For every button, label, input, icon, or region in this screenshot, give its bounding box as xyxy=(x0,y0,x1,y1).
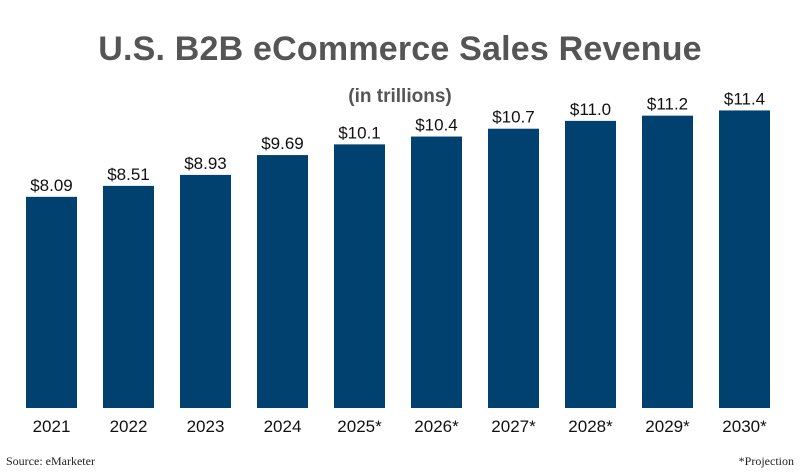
value-label-2028: $11.0 xyxy=(570,100,611,119)
bar-2025 xyxy=(334,144,385,409)
x-tick-label-2025: 2025* xyxy=(337,417,382,436)
value-label-2027: $10.7 xyxy=(492,108,535,127)
bar-2021 xyxy=(26,196,77,408)
value-label-2029: $11.2 xyxy=(647,95,688,114)
value-label-2021: $8.09 xyxy=(30,176,73,195)
bar-2027 xyxy=(488,128,539,409)
value-label-2023: $8.93 xyxy=(184,154,227,173)
x-tick-label-2029: 2029* xyxy=(645,417,690,436)
bar-2026 xyxy=(411,136,462,409)
x-tick-label-2022: 2022 xyxy=(110,417,148,436)
bars-group xyxy=(26,110,770,409)
x-tick-label-2027: 2027* xyxy=(491,417,536,436)
bar-2023 xyxy=(180,174,231,408)
bar-2028 xyxy=(565,120,616,409)
x-tick-label-2026: 2026* xyxy=(414,417,459,436)
bar-2022 xyxy=(103,185,154,408)
value-labels-group: $8.09 $8.51 $8.93 $9.69 $10.1 $10.4 $10.7 $11.0… xyxy=(30,89,765,194)
chart-subtitle: (in trillions) xyxy=(348,86,452,107)
chart-title: U.S. B2B eCommerce Sales Revenue xyxy=(98,30,702,68)
x-tick-label-2030: 2030* xyxy=(722,417,767,436)
x-tick-label-2021: 2021 xyxy=(33,417,71,436)
bar-2024 xyxy=(257,155,308,408)
x-tick-label-2024: 2024 xyxy=(264,417,302,436)
value-label-2030: $11.4 xyxy=(724,89,765,108)
bar-2029 xyxy=(642,115,693,409)
value-label-2022: $8.51 xyxy=(107,165,150,184)
x-tick-label-2028: 2028* xyxy=(568,417,613,436)
value-label-2024: $9.69 xyxy=(261,134,304,153)
projection-note: *Projection xyxy=(738,454,794,468)
x-axis-labels-group: 2021 2022 2023 2024 2025* 2026* 2027* 2028* 2029… xyxy=(33,417,768,436)
source-note: Source: eMarketer xyxy=(6,454,95,468)
x-tick-label-2023: 2023 xyxy=(187,417,225,436)
value-label-2025: $10.1 xyxy=(338,123,381,142)
bar-2030 xyxy=(719,110,770,409)
value-label-2026: $10.4 xyxy=(415,116,458,135)
